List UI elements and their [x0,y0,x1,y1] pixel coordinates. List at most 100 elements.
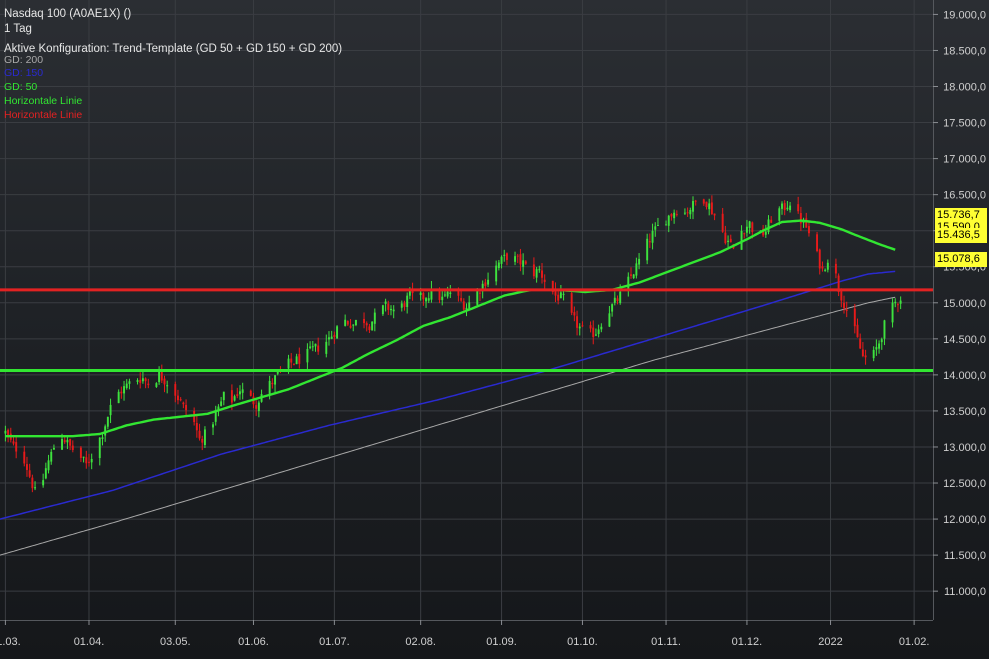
y-tick-label: 13.500,0 [943,406,986,418]
candle-body [363,318,366,324]
y-tick-label: 11.500,0 [944,550,986,562]
candle-body [44,468,47,479]
candle-body [201,438,204,443]
candle-body [705,201,708,207]
candle-body [438,288,441,300]
candle-body [702,199,705,204]
candle-body [271,382,274,385]
candle-body [333,334,336,338]
candle-body [387,303,390,310]
candle-body [646,238,649,261]
candle-body [880,339,883,343]
candle-body [465,307,468,310]
candle-body [23,451,26,464]
legend-hline-red: Horizontale Linie [4,109,83,121]
candle-body [532,264,535,277]
candle-body [287,358,290,369]
candle-body [665,224,668,226]
candle-body [241,389,244,393]
candle-body [899,300,902,304]
candle-body [90,458,93,463]
candle-body [406,295,409,307]
candle-body [220,401,223,406]
candle-body [878,343,881,349]
candle-body [160,371,163,381]
candle-body [381,305,384,315]
candle-body [764,231,767,235]
candle-body [487,279,490,285]
candle-body [106,416,109,427]
candle-body [554,289,557,296]
candle-body [557,294,560,301]
candle-body [309,346,312,349]
candle-body [441,296,444,301]
candle-body [230,390,233,403]
candle-body [50,451,53,462]
legend-gd50: GD: 50 [4,81,38,93]
candle-body [120,391,123,394]
candle-body [594,334,597,336]
candle-body [344,319,347,326]
candle-body [816,234,819,251]
candle-body [88,461,90,463]
candle-body [581,325,584,327]
candle-body [799,213,802,224]
candle-body [392,309,395,312]
candle-body [834,263,837,274]
candle-body [198,430,201,439]
candle-body [818,249,821,269]
x-tick-label: 01.07. [319,636,350,648]
candle-body [128,381,131,384]
candle-body [592,327,595,338]
candle-body [713,213,716,216]
candle-body [425,298,428,302]
candle-body [12,441,15,444]
candle-body [179,399,182,401]
candle-body [147,383,150,386]
candle-body [729,238,732,243]
candle-body [212,424,214,428]
badge-gd50-value: 15.736,7 [935,208,987,223]
candle-body [123,386,126,394]
candle-body [236,394,239,397]
candle-body [79,447,82,458]
y-tick-label: 14.000,0 [943,370,986,382]
candle-body [61,439,63,450]
candle-body [28,470,31,477]
candle-body [419,292,422,295]
candle-body [25,464,28,470]
candle-body [411,289,414,294]
y-tick-label: 17.500,0 [943,118,986,130]
candle-body [514,256,517,262]
candle-body [616,298,619,301]
candle-body [166,385,169,387]
active-config: Aktive Konfiguration: Trend-Template (GD… [4,43,343,55]
candle-body [519,254,522,265]
candle-body [656,224,659,226]
candle-body [786,207,789,210]
candle-body [71,445,74,450]
candle-body [371,321,374,331]
candle-body [257,402,260,412]
candle-body [600,326,603,330]
candle-body [101,437,104,440]
legend-gd150: GD: 150 [4,67,44,79]
candle-body [203,429,206,446]
y-tick-label: 19.000,0 [943,9,986,21]
candle-body [522,260,525,267]
candle-body [503,254,506,256]
candle-body [141,378,144,382]
candle-body [864,355,867,358]
candle-body [155,383,158,387]
candle-body [298,353,301,364]
badge-gd200-value: 15.078,6 [935,252,987,267]
candle-body [484,282,487,287]
candle-body [346,320,349,325]
candle-body [403,303,406,307]
candle-body [495,265,498,282]
candle-body [543,279,546,282]
candle-body [686,212,689,214]
y-tick-label: 18.500,0 [943,45,986,57]
candle-body [47,460,50,471]
